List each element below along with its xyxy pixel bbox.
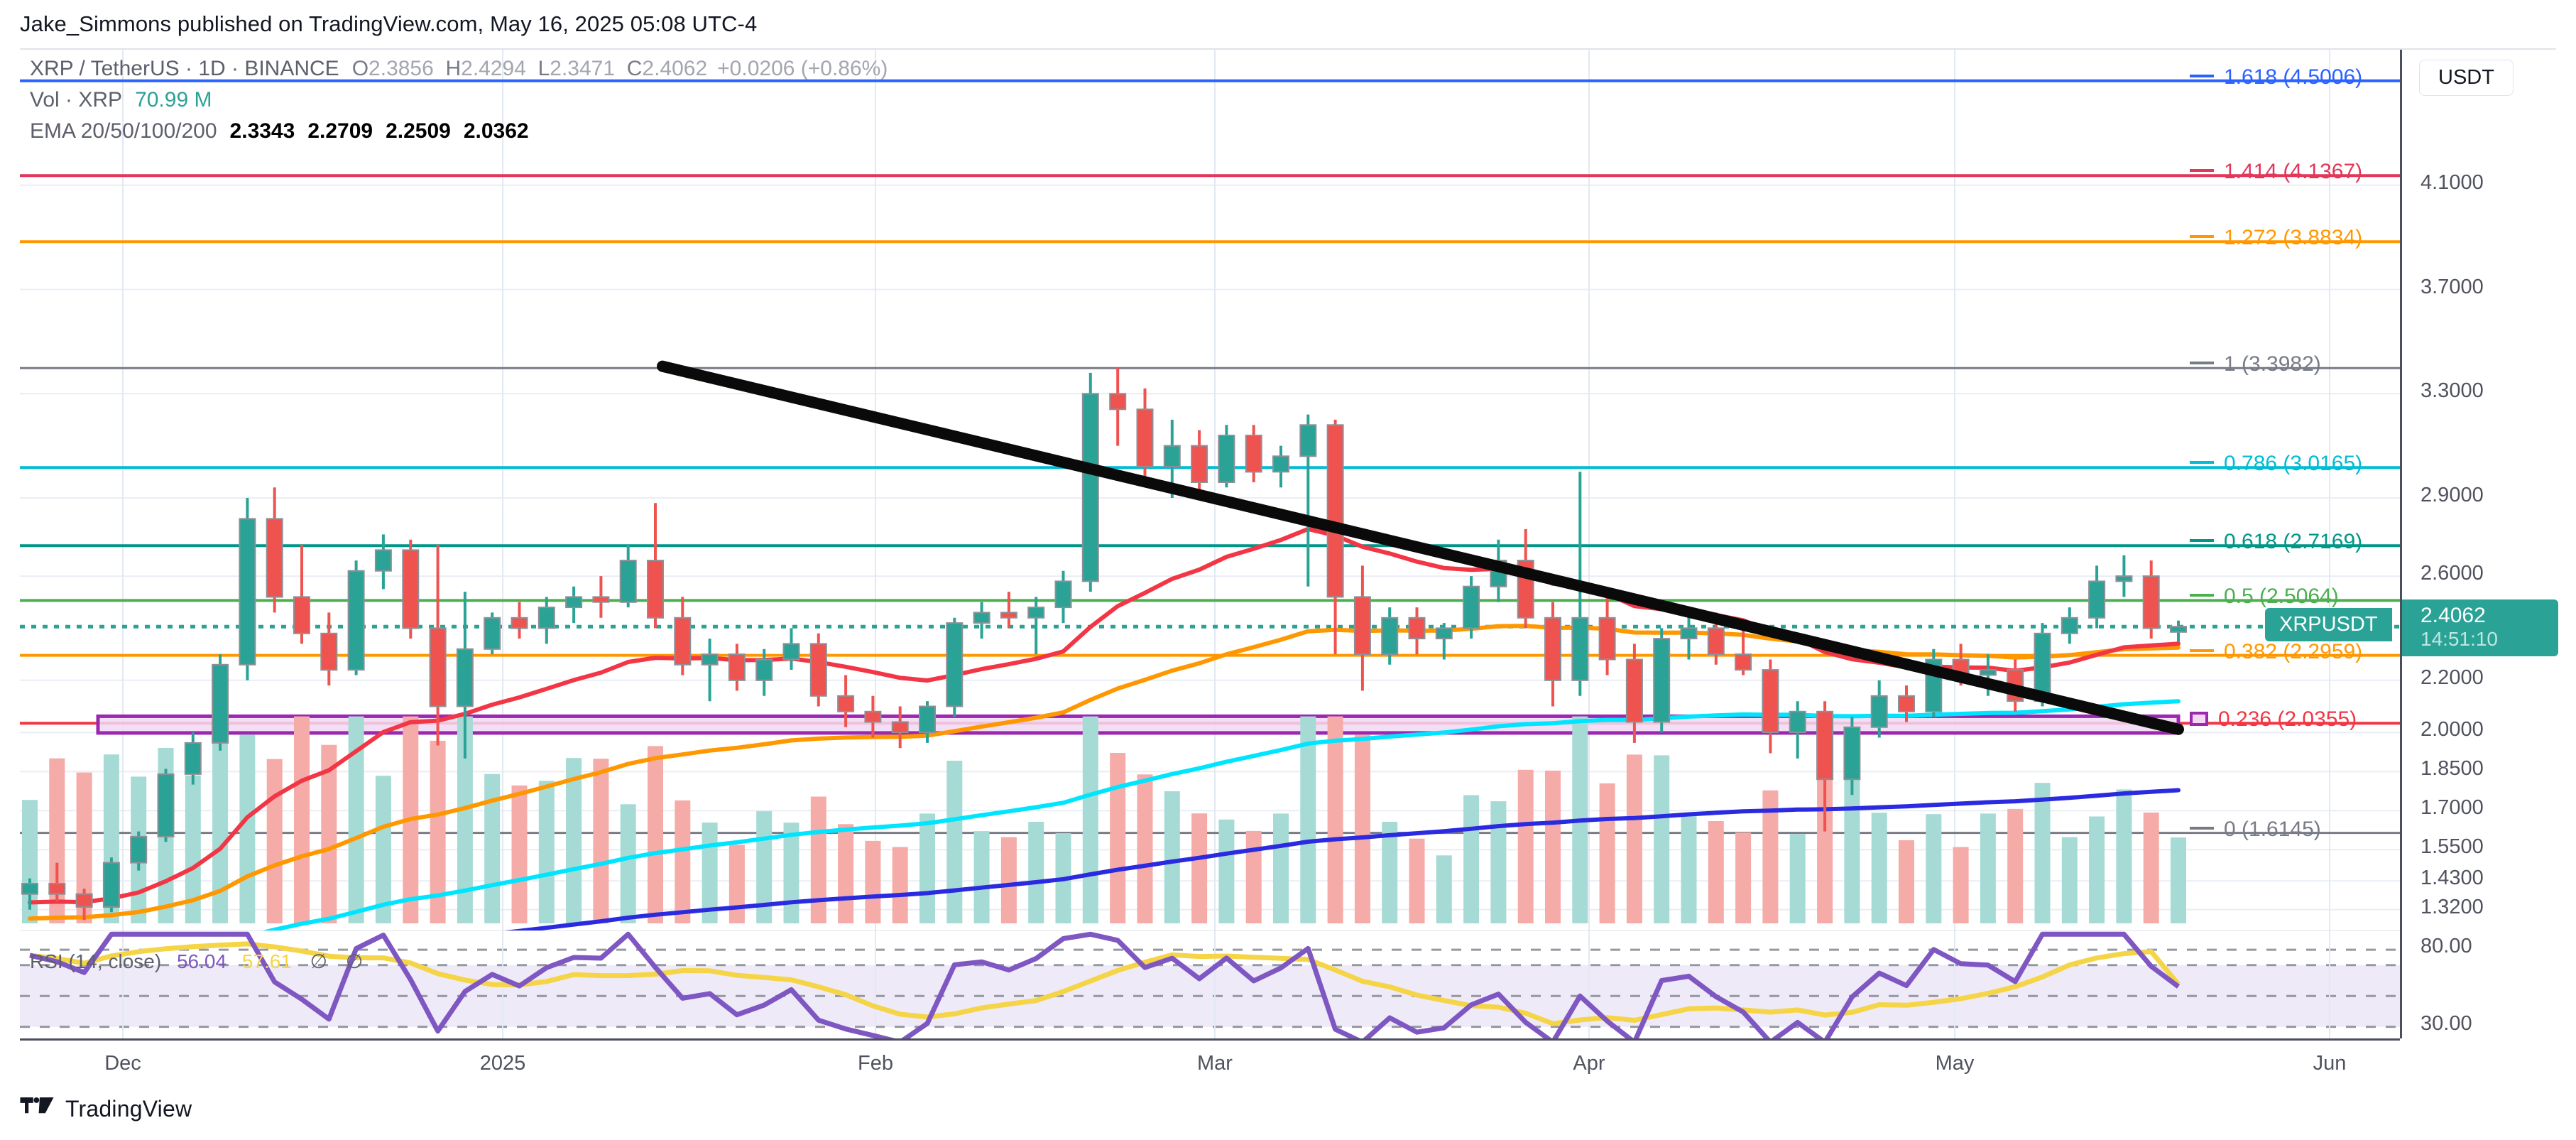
fib-level-dash <box>2190 235 2214 239</box>
fib-level-text: 1.272 (3.8834) <box>2224 226 2363 250</box>
price-axis-tick: 2.6000 <box>2421 562 2484 585</box>
fib-level-label[interactable]: 0.382 (2.2959) <box>2190 640 2362 664</box>
chart-frame: XRP / TetherUS · 1D · BINANCE O2.3856 H2… <box>20 48 2558 1080</box>
rsi-value: 56.04 <box>176 950 227 972</box>
fib-level-dash <box>2190 539 2214 543</box>
rsi-axis-tick: 30.00 <box>2421 1011 2472 1035</box>
fib-level-text: 1 (3.3982) <box>2224 352 2321 376</box>
rsi-legend: RSI (14, close) 56.04 57.61 ∅ ∅ <box>30 950 363 973</box>
fib-level-label[interactable]: 1.618 (4.5006) <box>2190 65 2362 89</box>
price-axis-tick: 3.7000 <box>2421 275 2484 298</box>
fib-level-label[interactable]: 0.618 (2.7169) <box>2190 530 2362 554</box>
price-axis-tick: 2.2000 <box>2421 666 2484 689</box>
tradingview-wordmark: TradingView <box>65 1096 192 1122</box>
current-price-tag: 2.4062 14:51:10 <box>2402 599 2558 657</box>
tradingview-mark-icon <box>20 1097 54 1113</box>
fib-level-label[interactable]: 1.414 (4.1367) <box>2190 160 2362 184</box>
time-axis-tick: Feb <box>858 1052 893 1075</box>
price-plot <box>20 50 2400 930</box>
ticker-flag: XRPUSDT <box>2265 608 2392 642</box>
time-axis-tick: Dec <box>104 1052 141 1075</box>
fib-level-text: 0.5 (2.5064) <box>2224 585 2339 609</box>
time-axis-tick: Apr <box>1573 1052 1605 1075</box>
fib-level-text: 0.382 (2.2959) <box>2224 639 2363 663</box>
fib-level-dash <box>2190 594 2214 597</box>
fib-level-text: 1.618 (4.5006) <box>2224 65 2363 89</box>
fib-level-dash <box>2190 826 2214 830</box>
price-axis-tick: 1.3200 <box>2421 895 2484 918</box>
time-axis-tick: Jun <box>2313 1052 2347 1075</box>
price-axis-tick: 1.4300 <box>2421 867 2484 890</box>
fib-zone-swatch <box>2190 712 2208 727</box>
price-axis-tick: 2.0000 <box>2421 718 2484 742</box>
fib-level-label[interactable]: 1.272 (3.8834) <box>2190 226 2362 250</box>
rsi-pane[interactable]: RSI (14, close) 56.04 57.61 ∅ ∅ <box>20 930 2400 1039</box>
time-axis-tick: Mar <box>1197 1052 1233 1075</box>
tradingview-logo[interactable]: TradingView <box>20 1096 192 1122</box>
rsi-ma-value: 57.61 <box>241 950 292 972</box>
time-axis[interactable]: Dec 2025 Feb Mar Apr May Jun <box>20 1038 2400 1080</box>
rsi-empty-2: ∅ <box>345 950 364 972</box>
rsi-axis-tick: 80.00 <box>2421 935 2472 958</box>
fib-level-text: 1.414 (4.1367) <box>2224 160 2363 184</box>
price-axis-tick: 4.1000 <box>2421 170 2484 194</box>
fib-level-dash <box>2190 362 2214 365</box>
fib-level-text: 0.786 (3.0165) <box>2224 452 2363 476</box>
price-axis-tick: 1.7000 <box>2421 796 2484 820</box>
fib-level-label[interactable]: 0 (1.6145) <box>2190 818 2321 842</box>
rsi-title: RSI (14, close) <box>30 950 162 972</box>
fib-level-text: 0.236 (2.0355) <box>2218 707 2357 732</box>
rsi-empty-1: ∅ <box>310 950 328 972</box>
currency-badge[interactable]: USDT <box>2419 60 2514 96</box>
footer: TradingView <box>0 1078 2576 1140</box>
fib-level-dash <box>2190 461 2214 465</box>
fib-level-label[interactable]: 0.786 (3.0165) <box>2190 452 2362 476</box>
fib-level-text: 0.618 (2.7169) <box>2224 530 2363 554</box>
price-axis-tick: 2.9000 <box>2421 484 2484 506</box>
rsi-plot <box>20 931 2400 1039</box>
fib-level-label[interactable]: 0.5 (2.5064) <box>2190 585 2339 609</box>
fib-level-dash <box>2190 169 2214 173</box>
publisher-text: Jake_Simmons published on TradingView.co… <box>20 11 758 36</box>
price-axis-tick: 1.5500 <box>2421 835 2484 859</box>
time-axis-tick: May <box>1935 1052 1975 1075</box>
price-axis-tick: 3.3000 <box>2421 379 2484 403</box>
fib-level-label[interactable]: 1 (3.3982) <box>2190 352 2321 376</box>
price-axis[interactable]: USDT 2.4062 14:51:10 4.1000 3.7000 3.3000 2… <box>2400 50 2558 1038</box>
fib-level-dash <box>2190 648 2214 652</box>
time-axis-tick: 2025 <box>479 1052 526 1075</box>
price-pane[interactable]: XRP / TetherUS · 1D · BINANCE O2.3856 H2… <box>20 50 2400 930</box>
publisher-bar: Jake_Simmons published on TradingView.co… <box>0 0 2576 48</box>
fib-level-label[interactable]: 0.236 (2.0355) <box>2190 707 2357 732</box>
fib-level-text: 0 (1.6145) <box>2224 817 2321 841</box>
current-price-value: 2.4062 <box>2421 604 2486 628</box>
price-axis-tick: 1.8500 <box>2421 757 2484 781</box>
current-price-countdown: 14:51:10 <box>2421 628 2498 651</box>
fib-level-dash <box>2190 74 2214 77</box>
